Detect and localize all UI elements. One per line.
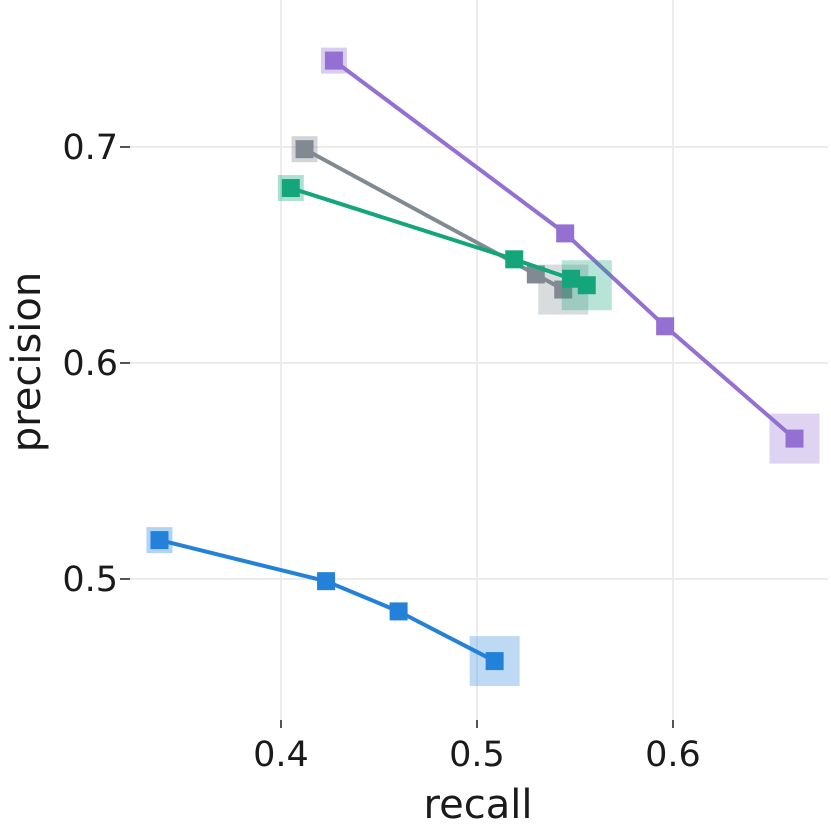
series-4 — [146, 527, 520, 687]
series-line — [303, 147, 565, 292]
data-point — [150, 531, 169, 550]
axis-ticks: 0.4 0.5 0.6 0.5 0.6 0.7 — [62, 128, 701, 775]
data-point — [295, 140, 314, 159]
data-point — [656, 317, 675, 336]
series-line — [332, 58, 796, 441]
x-tick-label: 0.4 — [253, 735, 309, 775]
series-1 — [320, 47, 820, 464]
y-tick-label: 0.5 — [62, 560, 118, 600]
series-line — [290, 186, 588, 288]
x-axis-label: recall — [424, 782, 533, 828]
data-point — [324, 51, 343, 70]
data-point — [317, 572, 336, 591]
series-3 — [277, 175, 612, 311]
x-tick-label: 0.5 — [449, 735, 505, 775]
y-tick-label: 0.6 — [62, 344, 118, 384]
data-point — [485, 652, 504, 671]
data-point — [556, 224, 575, 243]
y-axis-label: precision — [4, 272, 50, 452]
data-point — [577, 276, 596, 295]
data-point — [505, 250, 524, 269]
series-2 — [291, 136, 589, 315]
y-tick-label: 0.7 — [62, 128, 118, 168]
data-point — [281, 179, 300, 198]
series-line — [159, 538, 496, 663]
data-point — [562, 269, 581, 288]
data-point — [785, 429, 804, 448]
x-tick-label: 0.6 — [645, 735, 701, 775]
series-layer — [146, 47, 820, 687]
data-point — [389, 602, 408, 621]
grid — [130, 0, 828, 720]
